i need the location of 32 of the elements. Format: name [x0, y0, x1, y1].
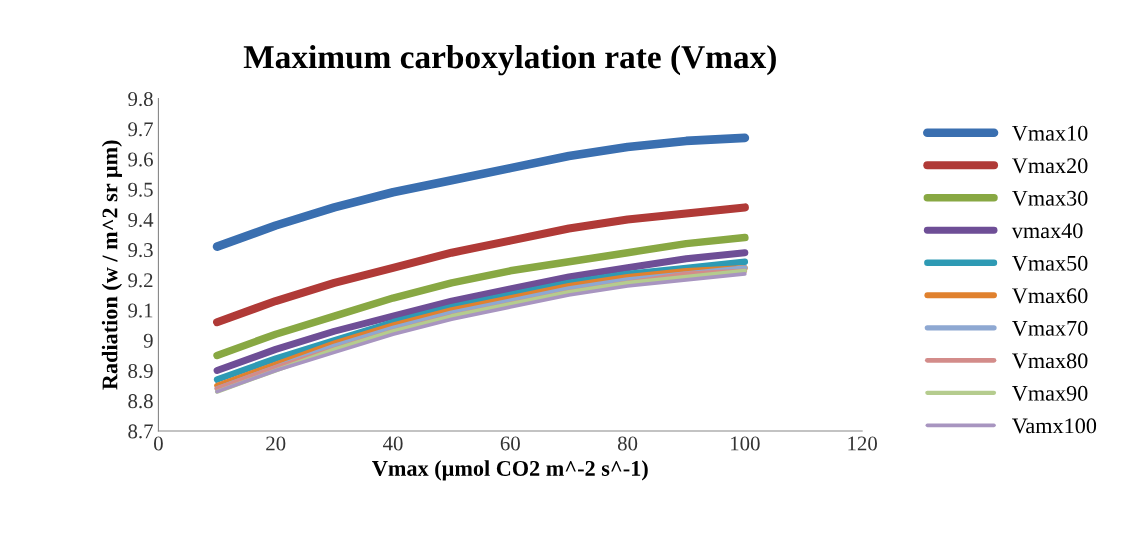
y-tick-label: 9.1: [128, 303, 153, 318]
y-tick-label: 9.5: [128, 182, 153, 197]
legend-label: Vmax50: [1012, 255, 1088, 271]
y-tick-label: 9: [143, 333, 153, 348]
y-tick-label: 9.8: [128, 92, 153, 107]
legend-label: Vmax30: [1012, 190, 1088, 206]
chart-title: Maximum carboxylation rate (Vmax): [243, 44, 776, 76]
legend-label: Vamx100: [1012, 418, 1097, 434]
x-tick-label: 60: [500, 436, 520, 451]
legend-label: Vmax90: [1012, 385, 1088, 401]
x-tick-label: 100: [731, 436, 760, 451]
y-tick-label: 8.7: [128, 424, 153, 439]
y-tick-label: 8.8: [128, 394, 153, 409]
x-tick-label: 80: [617, 436, 638, 451]
legend-label: Vmax70: [1012, 320, 1088, 336]
x-tick-label: 0: [154, 436, 163, 451]
y-axis-title: Radiation (w / m^2 sr µm): [101, 140, 122, 390]
y-tick-label: 9.3: [128, 243, 153, 258]
y-tick-label: 8.9: [128, 363, 153, 379]
legend-label: Vmax60: [1012, 288, 1088, 304]
y-tick-label: 9.2: [128, 273, 153, 288]
x-tick-label: 40: [382, 436, 403, 451]
y-tick-label: 9.6: [128, 152, 153, 167]
legend-label: vmax40: [1011, 223, 1083, 239]
legend-label: Vmax20: [1012, 158, 1088, 174]
x-tick-label: 20: [266, 436, 286, 451]
x-axis-title: Vmax (µmol CO2 m^-2 s^-1): [372, 460, 648, 481]
legend-label: Vmax10: [1012, 125, 1088, 141]
legend-label: Vmax80: [1012, 353, 1088, 369]
y-tick-label: 9.7: [128, 122, 153, 137]
x-tick-label: 120: [848, 436, 877, 451]
y-tick-label: 9.4: [128, 212, 154, 227]
